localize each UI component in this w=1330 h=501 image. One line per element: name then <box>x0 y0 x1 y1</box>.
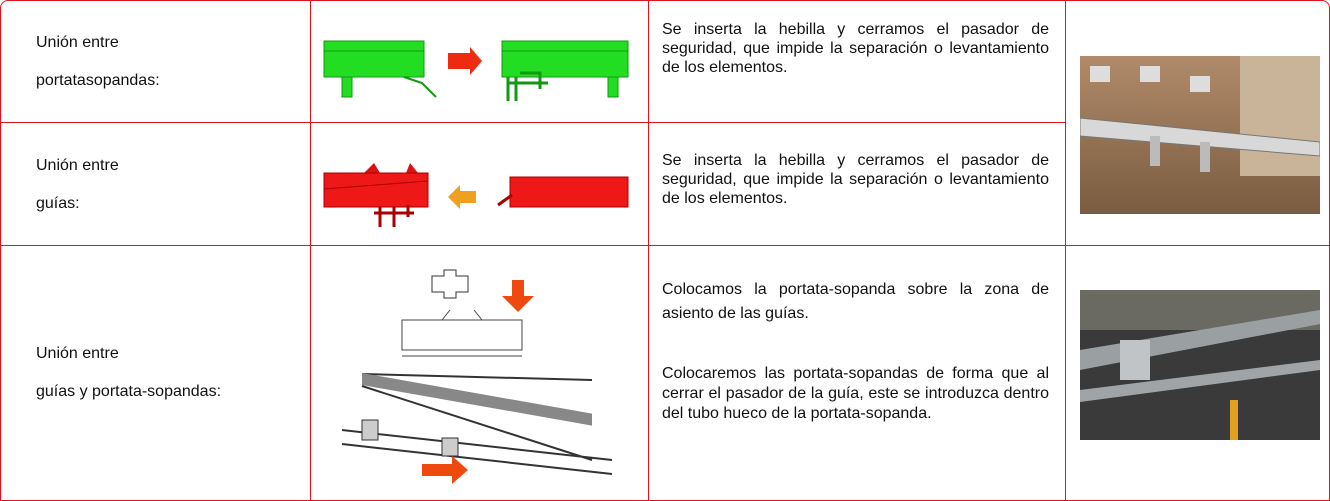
paragraph: Se inserta la hebilla y cerramos el pasa… <box>662 21 1049 76</box>
label-line: guías: <box>36 195 80 212</box>
photo-building <box>1080 56 1320 214</box>
guide-drawing <box>341 269 613 484</box>
paragraph: Se inserta la hebilla y cerramos el pasa… <box>662 152 1049 207</box>
description: Se inserta la hebilla y cerramos el pasa… <box>662 20 1049 77</box>
photo-guides <box>1080 290 1320 440</box>
label-line: Unión entre <box>36 34 119 51</box>
row-label: Unión entre guías y portata-sopandas: <box>36 335 221 411</box>
label-line: portatasopandas: <box>36 72 160 89</box>
description: Se inserta la hebilla y cerramos el pasa… <box>662 151 1049 208</box>
row-label: Unión entre guías: <box>36 147 119 223</box>
paragraph: Colocamos la portata-sopanda sobre la zo… <box>662 281 1049 322</box>
paragraph: Colocaremos las portata-sopandas de form… <box>662 365 1049 422</box>
label-line: Unión entre <box>36 157 119 174</box>
label-line: Unión entre <box>36 345 119 362</box>
red-rail-drawing <box>323 163 629 227</box>
label-line: guías y portata-sopandas: <box>36 383 222 400</box>
green-rail-drawing <box>323 40 629 101</box>
description: Colocamos la portata-sopanda sobre la zo… <box>662 278 1049 424</box>
row-label: Unión entre portatasopandas: <box>36 24 160 100</box>
